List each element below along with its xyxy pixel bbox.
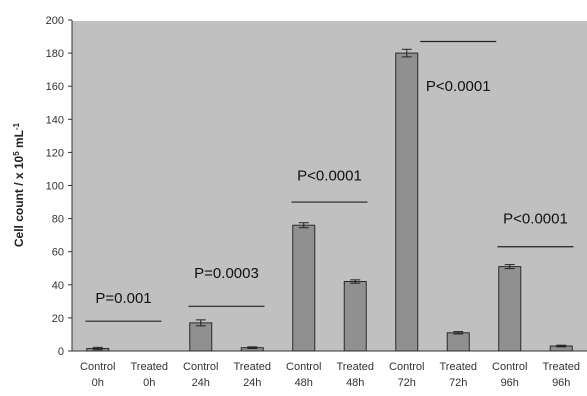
x-tick-label-group: Treated	[336, 361, 374, 373]
y-tick-label: 160	[46, 81, 64, 93]
x-axis-labels: Control 0h Treated 0h Control 24h Treated 24h Co…	[80, 361, 580, 389]
p-value-annotation: P=0.0003	[194, 265, 259, 282]
error-bar	[92, 346, 103, 351]
x-tick-label-group: Treated	[233, 361, 271, 373]
x-tick-label-time: 0h	[92, 377, 104, 389]
x-tick-label-time: 48h	[295, 377, 313, 389]
bar	[395, 52, 419, 352]
x-tick-label-time: 24h	[243, 377, 261, 389]
p-value-annotation: P<0.0001	[503, 211, 568, 228]
y-tick-label: 20	[52, 313, 64, 325]
y-axis-label: Cell count / x 105 mL-1	[12, 122, 27, 247]
bar	[189, 322, 213, 352]
y-axis-ticks: 0 20 40 60 80 100 120 140 160 180 200	[46, 15, 72, 358]
bar	[343, 280, 367, 352]
y-tick-label: 200	[46, 15, 64, 27]
bar	[446, 332, 470, 352]
x-tick-label-group: Control	[80, 361, 115, 373]
x-tick-label-time: 0h	[143, 377, 155, 389]
error-bar	[401, 48, 412, 58]
y-tick-label: 180	[46, 48, 64, 60]
p-value-annotation: P<0.0001	[426, 78, 491, 95]
y-tick-label: 80	[52, 214, 64, 226]
x-tick-label-group: Control	[492, 361, 527, 373]
x-tick-label-group: Treated	[130, 361, 168, 373]
x-tick-label-time: 72h	[398, 377, 416, 389]
error-bar	[247, 346, 258, 350]
x-tick-label-time: 48h	[346, 377, 364, 389]
x-tick-label-group: Control	[286, 361, 321, 373]
annotations-group: P=0.001 P=0.0003 P<0.0001 P<0.0001 P<0.0001	[85, 40, 574, 322]
p-value-annotation: P<0.0001	[297, 168, 362, 185]
p-value-annotation: P=0.001	[95, 290, 151, 307]
x-tick-label-group: Treated	[439, 361, 477, 373]
y-tick-label: 120	[46, 147, 64, 159]
x-tick-label-group: Control	[183, 361, 218, 373]
y-tick-label: 40	[52, 280, 64, 292]
y-tick-label: 140	[46, 114, 64, 126]
error-bar	[504, 264, 515, 270]
error-bar	[195, 319, 206, 327]
bar	[498, 266, 522, 352]
x-tick-label-time: 24h	[192, 377, 210, 389]
error-bar	[453, 331, 464, 335]
x-tick-label-time: 96h	[552, 377, 570, 389]
y-tick-label: 0	[58, 346, 64, 358]
error-bar	[350, 279, 361, 284]
error-bars-group	[92, 48, 567, 351]
x-tick-label-time: 72h	[449, 377, 467, 389]
y-tick-label: 100	[46, 181, 64, 193]
x-tick-label-time: 96h	[501, 377, 519, 389]
error-bar	[298, 222, 309, 229]
x-tick-label-group: Treated	[542, 361, 580, 373]
bar	[292, 224, 316, 352]
x-tick-label-group: Control	[389, 361, 424, 373]
error-bar	[556, 344, 567, 348]
y-tick-label: 60	[52, 247, 64, 259]
